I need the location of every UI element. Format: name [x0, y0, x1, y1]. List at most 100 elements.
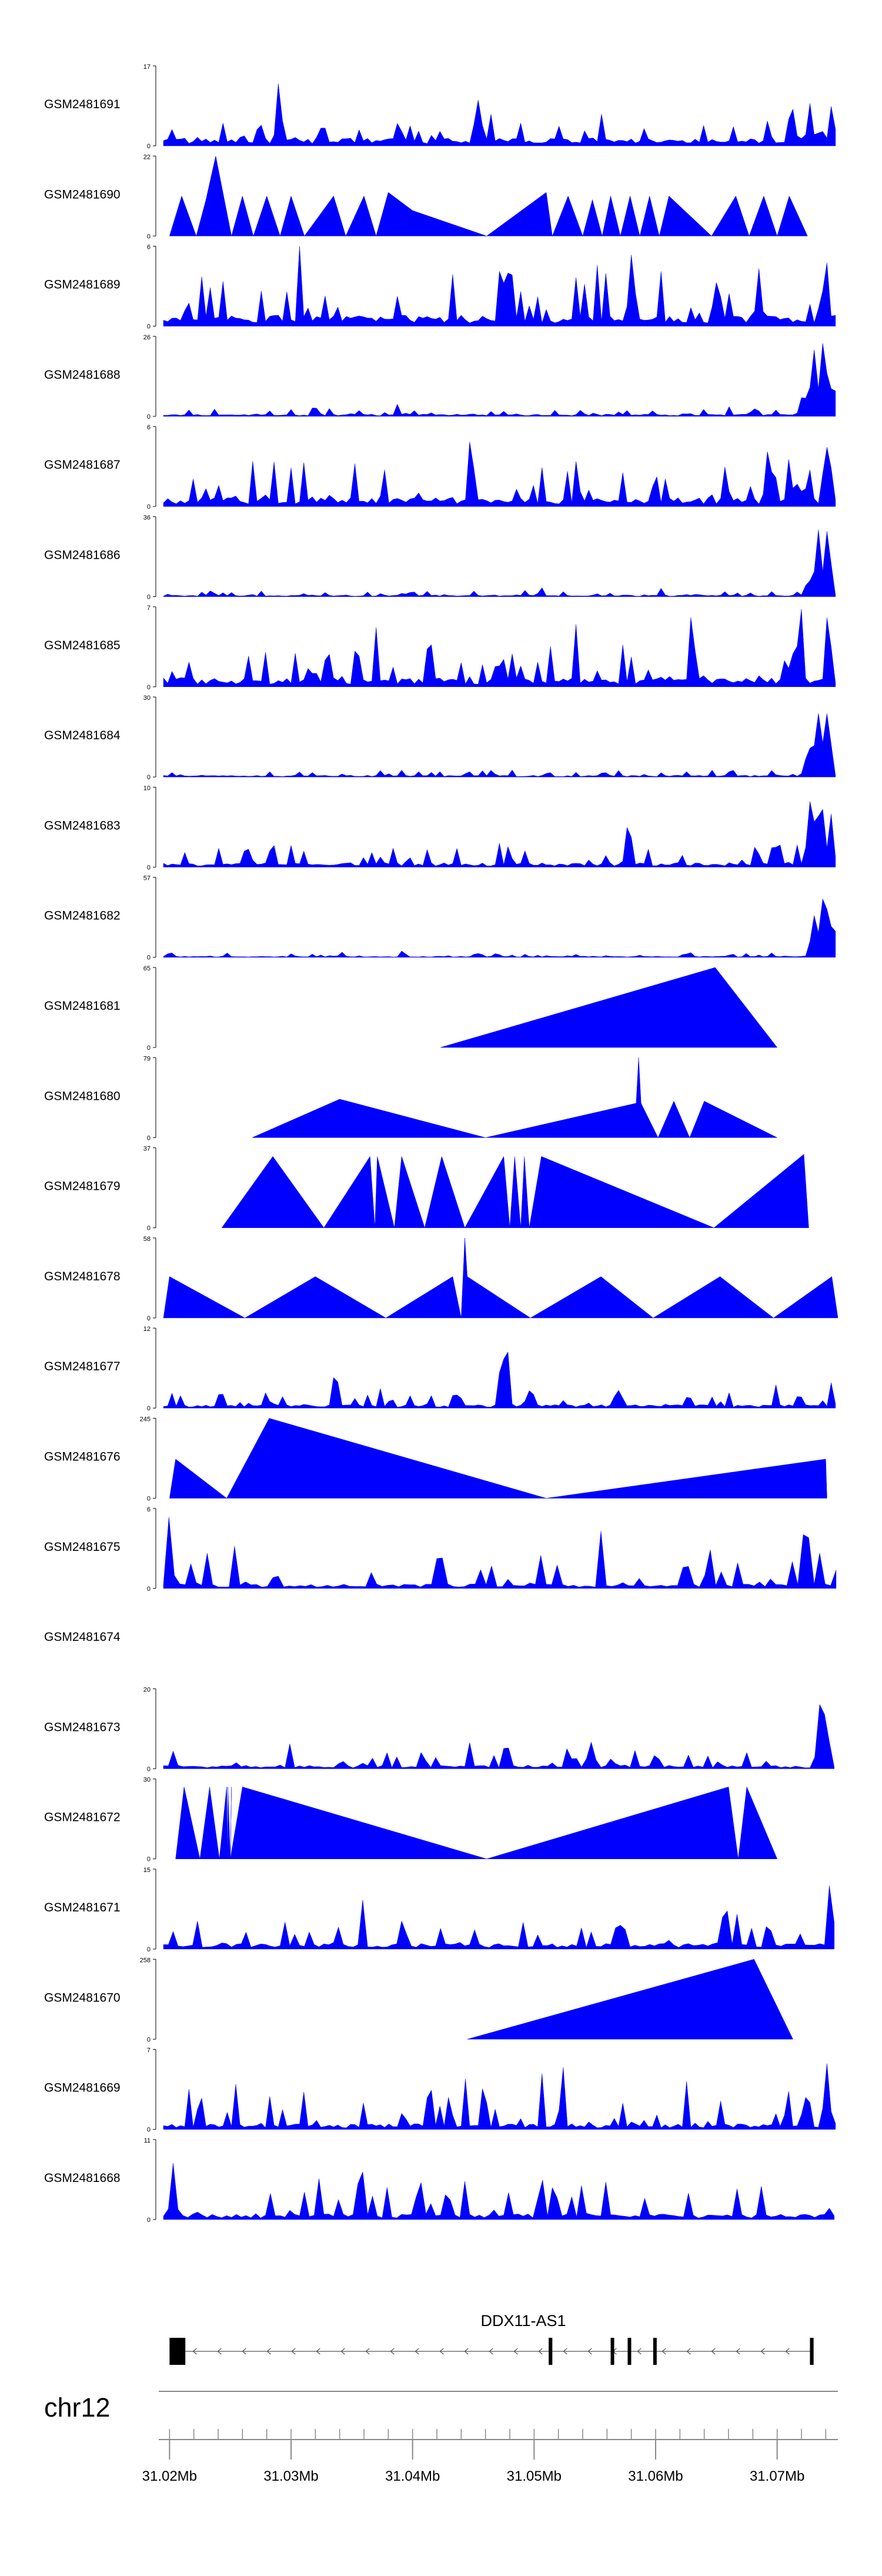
strand-arrow	[513, 2348, 518, 2355]
strand-arrow	[711, 2348, 716, 2355]
y-max-label: 10	[143, 785, 151, 792]
track-GSM2481674: GSM2481674	[44, 1630, 121, 1644]
track-GSM2481673: GSM2481673 20 0	[44, 1686, 835, 1773]
coverage-area	[163, 442, 836, 507]
track-label: GSM2481690	[44, 188, 121, 201]
track-label: GSM2481672	[44, 1811, 121, 1824]
gene-track: DDX11-AS1	[169, 2312, 814, 2365]
coverage-area	[163, 713, 836, 778]
y-min-label: 0	[147, 955, 151, 962]
y-max-label: 15	[143, 1867, 151, 1874]
y-min-label: 0	[147, 1946, 151, 1953]
axis-tick-label: 31.04Mb	[385, 2468, 440, 2484]
coverage-area	[163, 1237, 838, 1319]
y-min-label: 0	[147, 503, 151, 510]
track-label: GSM2481671	[44, 1901, 121, 1914]
track-GSM2481688: GSM2481688 26 0	[44, 334, 836, 421]
y-max-label: 11	[144, 2137, 151, 2144]
y-max-label: 30	[143, 1777, 151, 1784]
coverage-area	[163, 1704, 835, 1769]
gene-exon	[169, 2338, 186, 2365]
y-min-label: 0	[147, 1134, 151, 1142]
track-label: GSM2481670	[44, 1991, 121, 2004]
coverage-area	[163, 801, 836, 867]
y-min-label: 0	[147, 323, 151, 331]
coverage-area	[163, 609, 836, 688]
track-GSM2481680: GSM2481680 79 0	[44, 1055, 777, 1142]
y-min-label: 0	[147, 1045, 151, 1052]
strand-arrow	[587, 2348, 592, 2355]
track-label: GSM2481686	[44, 549, 121, 562]
track-GSM2481682: GSM2481682 57 0	[44, 875, 836, 962]
y-max-label: 30	[143, 695, 151, 702]
gene-exon	[653, 2338, 657, 2365]
strand-arrow	[242, 2348, 246, 2355]
y-max-label: 6	[147, 424, 151, 431]
coverage-area	[467, 1959, 793, 2040]
track-label: GSM2481668	[44, 2171, 121, 2185]
coverage-area	[163, 1517, 837, 1589]
strand-arrow	[266, 2348, 271, 2355]
strand-arrow	[340, 2348, 345, 2355]
track-GSM2481669: GSM2481669 7 0	[44, 2047, 836, 2134]
track-GSM2481683: GSM2481683 10 0	[44, 785, 836, 871]
gene-exon	[810, 2338, 814, 2365]
strand-arrow	[415, 2348, 419, 2355]
y-min-label: 0	[147, 2036, 151, 2043]
axis-tick-label: 31.06Mb	[628, 2468, 683, 2484]
coverage-area	[169, 156, 808, 237]
genome-axis-track: chr12 31.02Mb 31.03Mb 31.04Mb 31.05Mb 31.06M…	[44, 2391, 838, 2484]
track-label: GSM2481689	[44, 278, 121, 292]
axis-tick-label: 31.03Mb	[263, 2468, 318, 2484]
coverage-area	[169, 1418, 827, 1499]
coverage-area	[163, 246, 836, 326]
y-max-label: 36	[143, 515, 151, 522]
axis-tick-label: 31.02Mb	[142, 2468, 197, 2484]
axis-tick-label: 31.07Mb	[750, 2468, 804, 2484]
y-min-label: 0	[147, 2127, 151, 2134]
y-max-label: 65	[143, 965, 151, 972]
coverage-tracks: GSM2481691170GSM2481690220GSM248168960GS…	[44, 64, 838, 2224]
strand-arrow	[686, 2348, 691, 2355]
coverage-area	[163, 898, 836, 957]
track-label: GSM2481683	[44, 819, 121, 832]
y-max-label: 7	[147, 2047, 151, 2054]
y-min-label: 0	[147, 1856, 151, 1863]
gene-exon	[610, 2338, 614, 2365]
y-min-label: 0	[147, 1225, 151, 1232]
gene-exon	[627, 2338, 632, 2365]
track-GSM2481677: GSM2481677 12 0	[44, 1326, 836, 1412]
track-label: GSM2481684	[44, 729, 121, 742]
strand-arrow	[217, 2348, 222, 2355]
track-label: GSM2481681	[44, 999, 121, 1013]
track-GSM2481675: GSM2481675 6 0	[44, 1506, 837, 1593]
y-max-label: 6	[147, 244, 151, 251]
track-GSM2481672: GSM2481672 30 0	[44, 1777, 778, 1863]
coverage-area	[163, 343, 836, 417]
axis-tick-label: 31.05Mb	[507, 2468, 562, 2484]
coverage-area	[175, 1786, 778, 1859]
track-label: GSM2481679	[44, 1180, 121, 1193]
y-min-label: 0	[147, 1586, 151, 1593]
track-label: GSM2481691	[44, 98, 121, 111]
track-GSM2481684: GSM2481684 30 0	[44, 695, 836, 781]
strand-arrow	[192, 2348, 197, 2355]
y-min-label: 0	[147, 143, 151, 150]
strand-arrow	[662, 2348, 666, 2355]
track-label: GSM2481680	[44, 1089, 121, 1103]
y-max-label: 22	[143, 154, 151, 161]
track-GSM2481671: GSM2481671 15 0	[44, 1867, 835, 1953]
y-max-label: 7	[147, 605, 151, 612]
coverage-area	[163, 2063, 836, 2130]
track-GSM2481678: GSM2481678 58 0	[44, 1236, 838, 1322]
strand-arrow	[563, 2348, 567, 2355]
coverage-area	[221, 1154, 809, 1229]
coverage-area	[252, 1057, 777, 1138]
track-GSM2481668: GSM2481668 11 0	[44, 2137, 835, 2224]
track-label: GSM2481677	[44, 1360, 121, 1373]
y-max-label: 258	[140, 1957, 151, 1964]
y-min-label: 0	[147, 1315, 151, 1322]
strand-arrow	[538, 2348, 543, 2355]
strand-arrow	[365, 2348, 370, 2355]
y-max-label: 58	[143, 1236, 151, 1243]
